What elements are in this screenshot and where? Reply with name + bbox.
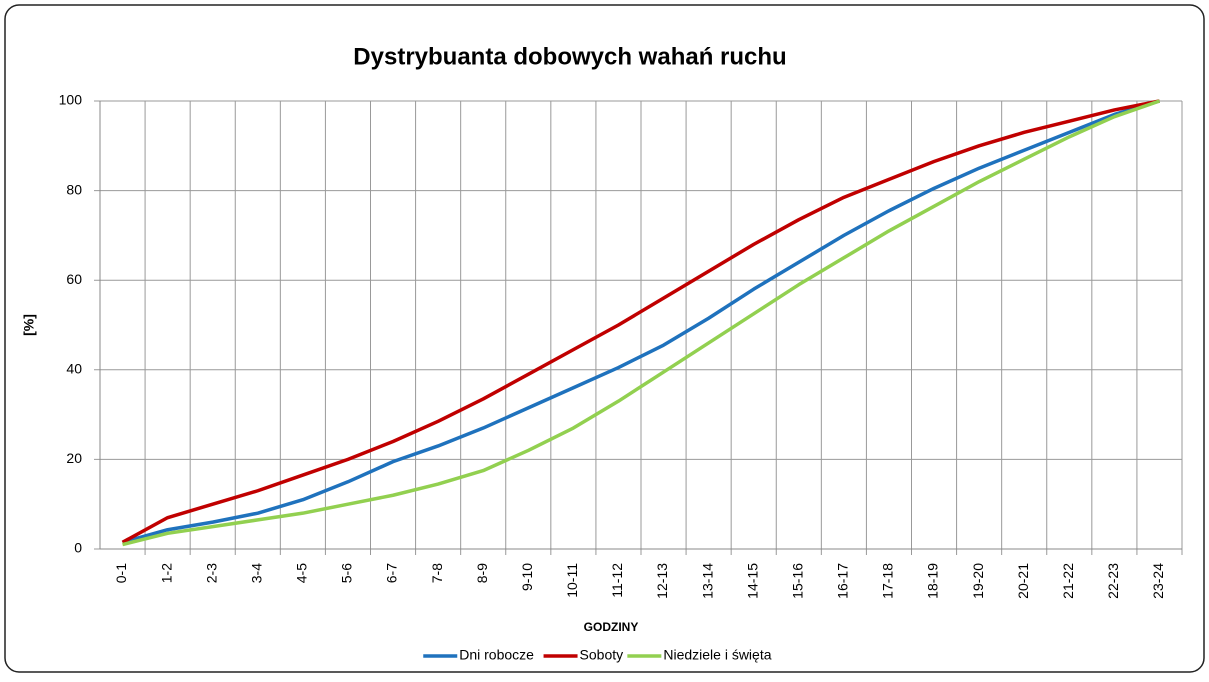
y-tick-label: 80	[66, 181, 82, 197]
x-tick-label: 20-21	[1015, 563, 1031, 599]
y-tick-label: 40	[66, 361, 82, 377]
legend-label: Dni robocze	[459, 647, 534, 663]
x-tick-label: 22-23	[1105, 563, 1121, 599]
y-axis-label: [%]	[21, 314, 37, 336]
y-tick-label: 60	[66, 271, 82, 287]
x-tick-label: 14-15	[744, 563, 760, 599]
x-tick-label: 23-24	[1150, 563, 1166, 599]
x-tick-label: 12-13	[654, 563, 670, 599]
y-tick-label: 20	[66, 450, 82, 466]
x-tick-label: 16-17	[835, 563, 851, 599]
chart-title: Dystrybuanta dobowych wahań ruchu	[353, 43, 786, 70]
x-tick-label: 7-8	[429, 563, 445, 583]
legend-label: Soboty	[580, 647, 624, 663]
x-tick-label: 19-20	[970, 563, 986, 599]
y-tick-label: 0	[74, 540, 82, 556]
x-tick-label: 4-5	[294, 563, 310, 583]
x-tick-label: 10-11	[564, 563, 580, 598]
x-tick-label: 17-18	[880, 563, 896, 599]
x-tick-label: 18-19	[925, 563, 941, 599]
legend-label: Niedziele i święta	[663, 647, 771, 663]
x-tick-label: 5-6	[339, 563, 355, 583]
line-series	[122, 99, 1160, 544]
x-tick-label: 0-1	[113, 563, 129, 583]
x-tick-label: 1-2	[158, 563, 174, 583]
x-tick-label: 2-3	[203, 563, 219, 583]
x-tick-label: 15-16	[789, 563, 805, 599]
x-tick-label: 11-12	[609, 563, 625, 598]
line-series	[121, 99, 1160, 544]
x-tick-label: 6-7	[384, 563, 400, 583]
x-axis-label: Godziny	[584, 620, 639, 634]
x-tick-label: 13-14	[699, 563, 715, 599]
line-series	[122, 99, 1161, 547]
y-tick-label: 100	[59, 92, 83, 108]
x-tick-label: 8-9	[474, 563, 490, 583]
x-tick-label: 9-10	[519, 563, 535, 591]
x-tick-label: 21-22	[1060, 563, 1076, 599]
x-tick-label: 3-4	[248, 563, 264, 583]
